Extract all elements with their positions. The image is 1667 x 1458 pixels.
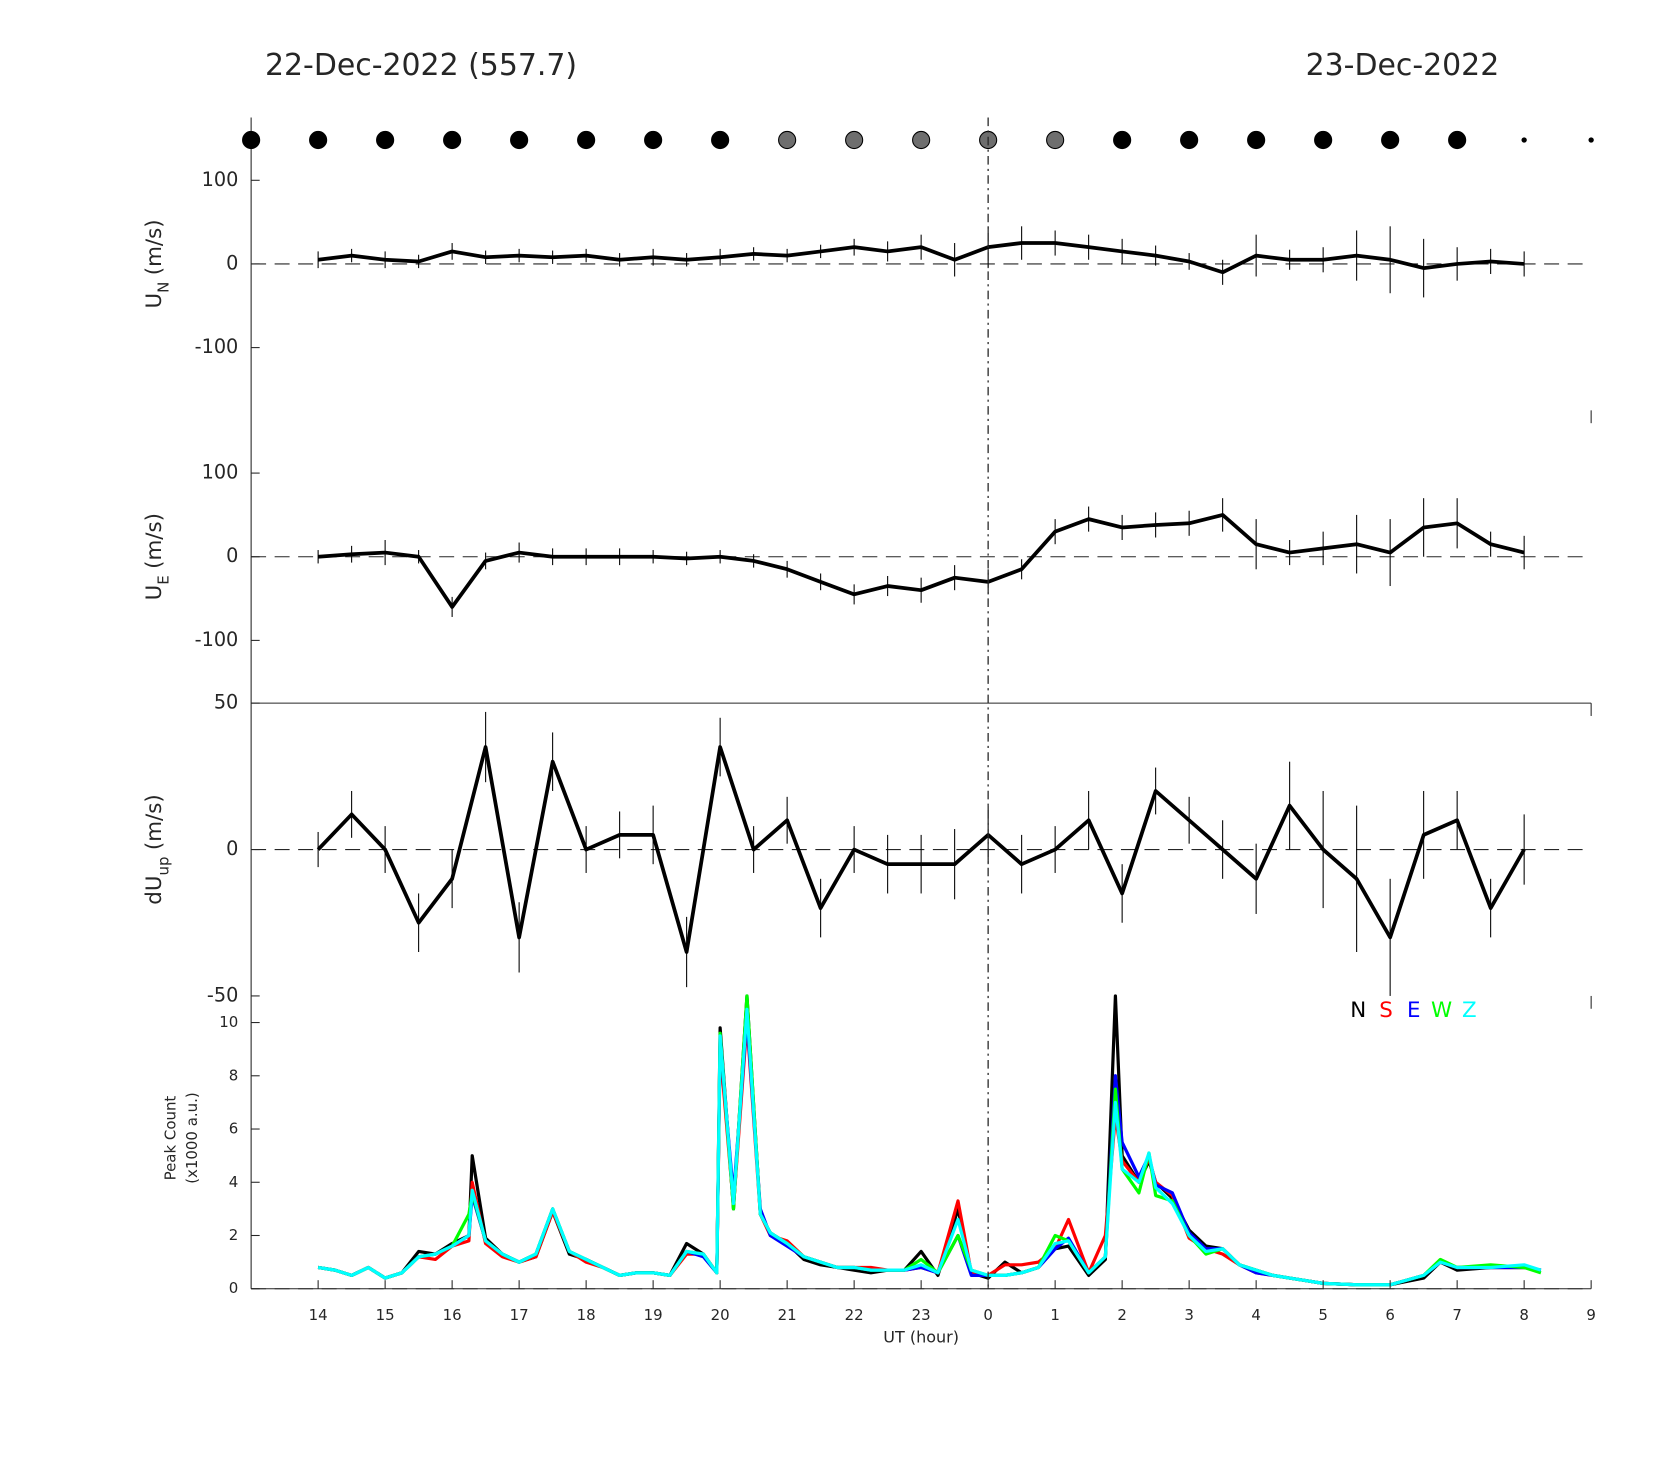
- y-tick-label: 50: [214, 691, 238, 714]
- hour-marker: [1588, 137, 1594, 143]
- x-tick-label: 3: [1184, 1306, 1194, 1324]
- x-tick-label: 16: [443, 1306, 462, 1324]
- plot-area: 22-Dec-2022 (557.7) 23-Dec-2022 -1000100…: [142, 48, 1596, 1347]
- x-tick-label: 1: [1050, 1306, 1060, 1324]
- hour-marker: [778, 130, 797, 150]
- y-label-sub: E: [154, 575, 172, 584]
- y-tick-label: 0: [229, 1279, 239, 1297]
- hour-marker: [1521, 137, 1527, 143]
- hour-marker: [309, 130, 328, 150]
- y-axis-label: UE (m/s): [142, 513, 172, 600]
- y-tick-label: 6: [229, 1120, 239, 1138]
- y-tick-label: 8: [229, 1066, 239, 1084]
- y-tick-label: 4: [229, 1173, 239, 1191]
- x-tick-label: 15: [376, 1306, 395, 1324]
- data-line: [317, 241, 1525, 275]
- hour-marker: [644, 130, 663, 150]
- x-tick-label: 7: [1452, 1306, 1462, 1324]
- hour-marker: [711, 130, 730, 150]
- y-label-base: U: [142, 293, 167, 309]
- hour-marker: [1046, 130, 1065, 150]
- hour-marker: [912, 130, 931, 150]
- legend-entry: W: [1431, 998, 1452, 1023]
- x-tick-label: 21: [778, 1306, 797, 1324]
- x-tick-label: 9: [1586, 1306, 1596, 1324]
- y-tick-label: -100: [195, 335, 239, 358]
- y-axis-label: Peak Count: [161, 1096, 179, 1181]
- y-tick-label: 2: [229, 1226, 239, 1244]
- hour-marker: [845, 130, 864, 150]
- x-tick-label: 20: [711, 1306, 730, 1324]
- y-axis-label: dUup (m/s): [142, 794, 172, 904]
- y-label-unit: (m/s): [142, 219, 167, 275]
- x-tick-label: 14: [309, 1306, 328, 1324]
- y-label-unit: (m/s): [142, 513, 167, 569]
- y-axis-label: UN (m/s): [142, 219, 172, 308]
- x-tick-label: 19: [644, 1306, 663, 1324]
- x-tick-label: 18: [577, 1306, 596, 1324]
- x-axis-label: UT (hour): [883, 1327, 959, 1346]
- y-label-base: dU: [142, 876, 167, 905]
- y-tick-label: 0: [226, 837, 238, 860]
- legend-entry: Z: [1462, 998, 1477, 1023]
- y-tick-label: 0: [226, 544, 238, 567]
- y-label-unit: (m/s): [142, 794, 167, 850]
- hour-marker: [1314, 130, 1333, 150]
- x-tick-label: 8: [1519, 1306, 1529, 1324]
- data-line: [317, 1007, 1542, 1287]
- y-tick-label: 100: [202, 168, 239, 191]
- title-left: 22-Dec-2022 (557.7): [265, 48, 577, 83]
- hour-marker: [1448, 130, 1467, 150]
- y-axis-label: (x1000 a.u.): [183, 1092, 201, 1183]
- x-tick-label: 23: [912, 1306, 931, 1324]
- data-line: [316, 745, 1526, 954]
- hour-marker: [1381, 130, 1400, 150]
- x-tick-label: 2: [1117, 1306, 1127, 1324]
- hour-marker: [1247, 130, 1266, 150]
- y-label-sub: up: [154, 857, 172, 876]
- x-tick-label: 6: [1385, 1306, 1395, 1324]
- y-tick-label: 0: [226, 251, 238, 274]
- x-tick-label: 5: [1318, 1306, 1328, 1324]
- legend-entry: E: [1407, 998, 1420, 1023]
- y-label-base: U: [142, 585, 167, 601]
- y-tick-label: -50: [207, 983, 238, 1006]
- hour-marker: [376, 130, 395, 150]
- legend-entry: N: [1350, 998, 1366, 1023]
- x-tick-label: 22: [845, 1306, 864, 1324]
- hour-marker: [1180, 130, 1199, 150]
- x-tick-label: 0: [983, 1306, 993, 1324]
- hour-marker: [577, 130, 596, 150]
- title-right: 23-Dec-2022: [1306, 48, 1500, 83]
- x-tick-label: 4: [1251, 1306, 1261, 1324]
- hour-marker: [1113, 130, 1132, 150]
- data-line: [317, 513, 1525, 609]
- hour-marker: [443, 130, 462, 150]
- y-tick-label: -100: [195, 628, 239, 651]
- y-tick-label: 10: [219, 1013, 238, 1031]
- hour-marker: [242, 130, 261, 150]
- legend-entry: S: [1379, 998, 1393, 1023]
- hour-marker: [510, 130, 529, 150]
- y-label-sub: N: [154, 282, 172, 293]
- y-tick-label: 100: [202, 461, 239, 484]
- x-tick-label: 17: [510, 1306, 529, 1324]
